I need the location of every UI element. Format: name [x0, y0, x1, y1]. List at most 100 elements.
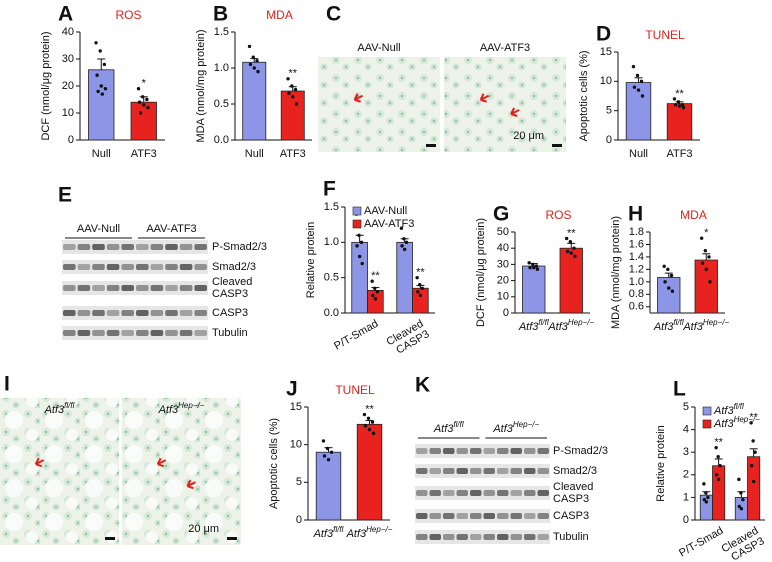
arrow	[353, 93, 364, 103]
data-point	[373, 286, 377, 290]
blot-band	[429, 468, 441, 474]
scale-label: 20 μm	[188, 523, 219, 535]
blot-band	[63, 285, 76, 291]
x-tick-label: Atf3Hep−/−	[547, 318, 594, 333]
chart-title: ROS	[115, 8, 141, 22]
y-tick-label: 0	[296, 514, 302, 526]
data-point	[531, 262, 535, 267]
data-point	[402, 247, 407, 252]
panel-letter: E	[58, 184, 72, 207]
data-point	[573, 254, 577, 258]
blot-band	[136, 285, 149, 291]
data-point	[636, 88, 641, 92]
chart-title: ROS	[545, 208, 571, 222]
x-tick-label: Atf3fl/fl	[653, 318, 684, 333]
blot-band	[121, 264, 134, 270]
blot-band	[470, 468, 482, 474]
data-point	[329, 450, 334, 454]
blot-band	[524, 448, 536, 454]
y-tick-label: 0.5	[214, 98, 229, 110]
bar	[315, 451, 342, 521]
data-point	[708, 280, 712, 284]
data-point	[739, 491, 743, 495]
panel-letter: B	[213, 3, 228, 26]
y-axis-label: MDA (nmol/mg protein)	[195, 29, 207, 142]
y-tick-label: 1.0	[324, 236, 339, 248]
data-point	[287, 91, 291, 95]
group-label: AAV-ATF3	[146, 223, 196, 235]
blot-band	[456, 513, 468, 519]
data-point	[136, 87, 141, 91]
image-label-gene: Atf3	[158, 404, 179, 416]
y-tick-label: 1	[683, 491, 689, 503]
y-tick-label: 10	[290, 439, 302, 451]
image-label: AAV-ATF3	[480, 42, 530, 54]
blot-strip	[415, 444, 550, 458]
panel-letter: D	[596, 23, 611, 46]
blot-band	[63, 264, 76, 270]
data-point	[667, 286, 671, 290]
blot-band	[537, 448, 549, 454]
significance: **	[714, 437, 723, 449]
significance: **	[675, 88, 684, 100]
x-tick-label-genotype: Hep−/−	[568, 318, 595, 327]
blot-band	[537, 534, 549, 540]
blot-band	[63, 330, 76, 336]
blot-band	[150, 310, 164, 316]
blot-band	[416, 448, 428, 454]
blot-band	[136, 244, 149, 250]
data-point	[741, 497, 745, 502]
data-point	[294, 102, 299, 106]
data-point	[418, 293, 423, 298]
blot-band	[483, 468, 495, 474]
blot-band	[150, 244, 164, 250]
data-point	[532, 265, 536, 270]
bar	[367, 289, 384, 314]
data-point	[704, 267, 708, 272]
data-point	[142, 103, 146, 107]
scale-label: 20 μm	[513, 130, 544, 142]
data-point	[370, 279, 374, 283]
data-point	[94, 41, 98, 45]
data-point	[702, 482, 706, 486]
panel-letter: K	[415, 374, 430, 397]
x-tick-label: CleavedCASP3	[385, 318, 432, 359]
y-tick-label: 5	[296, 476, 302, 488]
blot-band	[483, 534, 495, 540]
blot-band	[92, 244, 105, 250]
data-point	[672, 97, 677, 101]
micrograph	[0, 398, 119, 545]
bar	[412, 287, 429, 314]
x-tick-label-gene: Atf3	[313, 528, 334, 540]
chart: F Relative protein 0.0 0.5 1.0 1.5 ** P/T-Smad *…	[305, 178, 435, 359]
legend-swatch	[702, 419, 712, 429]
blot-band	[179, 285, 193, 291]
data-point	[666, 267, 670, 272]
data-point	[252, 66, 256, 70]
data-point	[145, 97, 149, 102]
chart: G ROS DCF (nmol/μg protein) 0 10 20 30 40 50 Atf3…	[475, 203, 595, 333]
blot-strip	[415, 530, 550, 544]
y-tick-label: 1.8	[629, 226, 644, 238]
y-tick-label: 3	[683, 446, 689, 458]
bar	[559, 247, 583, 314]
blot-band	[510, 448, 522, 454]
legend-swatch	[352, 219, 362, 229]
x-tick-label-gene: Atf3	[518, 321, 539, 333]
data-point	[141, 95, 145, 99]
bar	[699, 494, 713, 521]
legend-swatch	[702, 406, 712, 416]
blot-band	[63, 310, 76, 316]
blot-band	[429, 534, 441, 540]
data-point	[375, 290, 380, 294]
blot-strip	[62, 281, 208, 295]
blot-band	[106, 285, 120, 291]
scale-bar	[227, 537, 237, 540]
x-tick-label-gene: Atf3	[547, 321, 568, 333]
blot-band	[497, 513, 509, 519]
blot-band	[429, 513, 441, 519]
band-label: P-Smad2/3	[553, 445, 608, 457]
blot-band	[524, 534, 536, 540]
group-label-genotype: fl/fl	[453, 420, 463, 429]
blot-band	[443, 490, 455, 496]
